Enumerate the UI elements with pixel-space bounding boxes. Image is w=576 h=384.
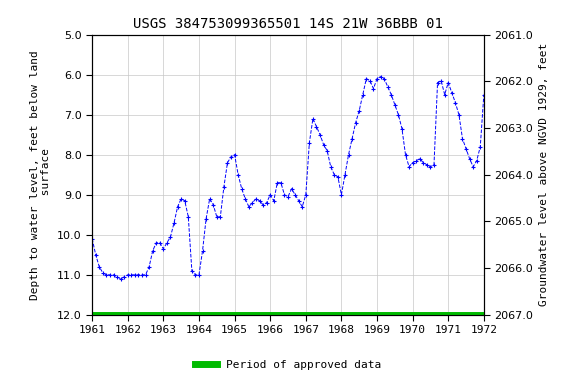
Y-axis label: Depth to water level, feet below land
 surface: Depth to water level, feet below land su… (30, 50, 51, 300)
Title: USGS 384753099365501 14S 21W 36BBB 01: USGS 384753099365501 14S 21W 36BBB 01 (133, 17, 443, 31)
Y-axis label: Groundwater level above NGVD 1929, feet: Groundwater level above NGVD 1929, feet (539, 43, 549, 306)
Legend: Period of approved data: Period of approved data (191, 356, 385, 375)
